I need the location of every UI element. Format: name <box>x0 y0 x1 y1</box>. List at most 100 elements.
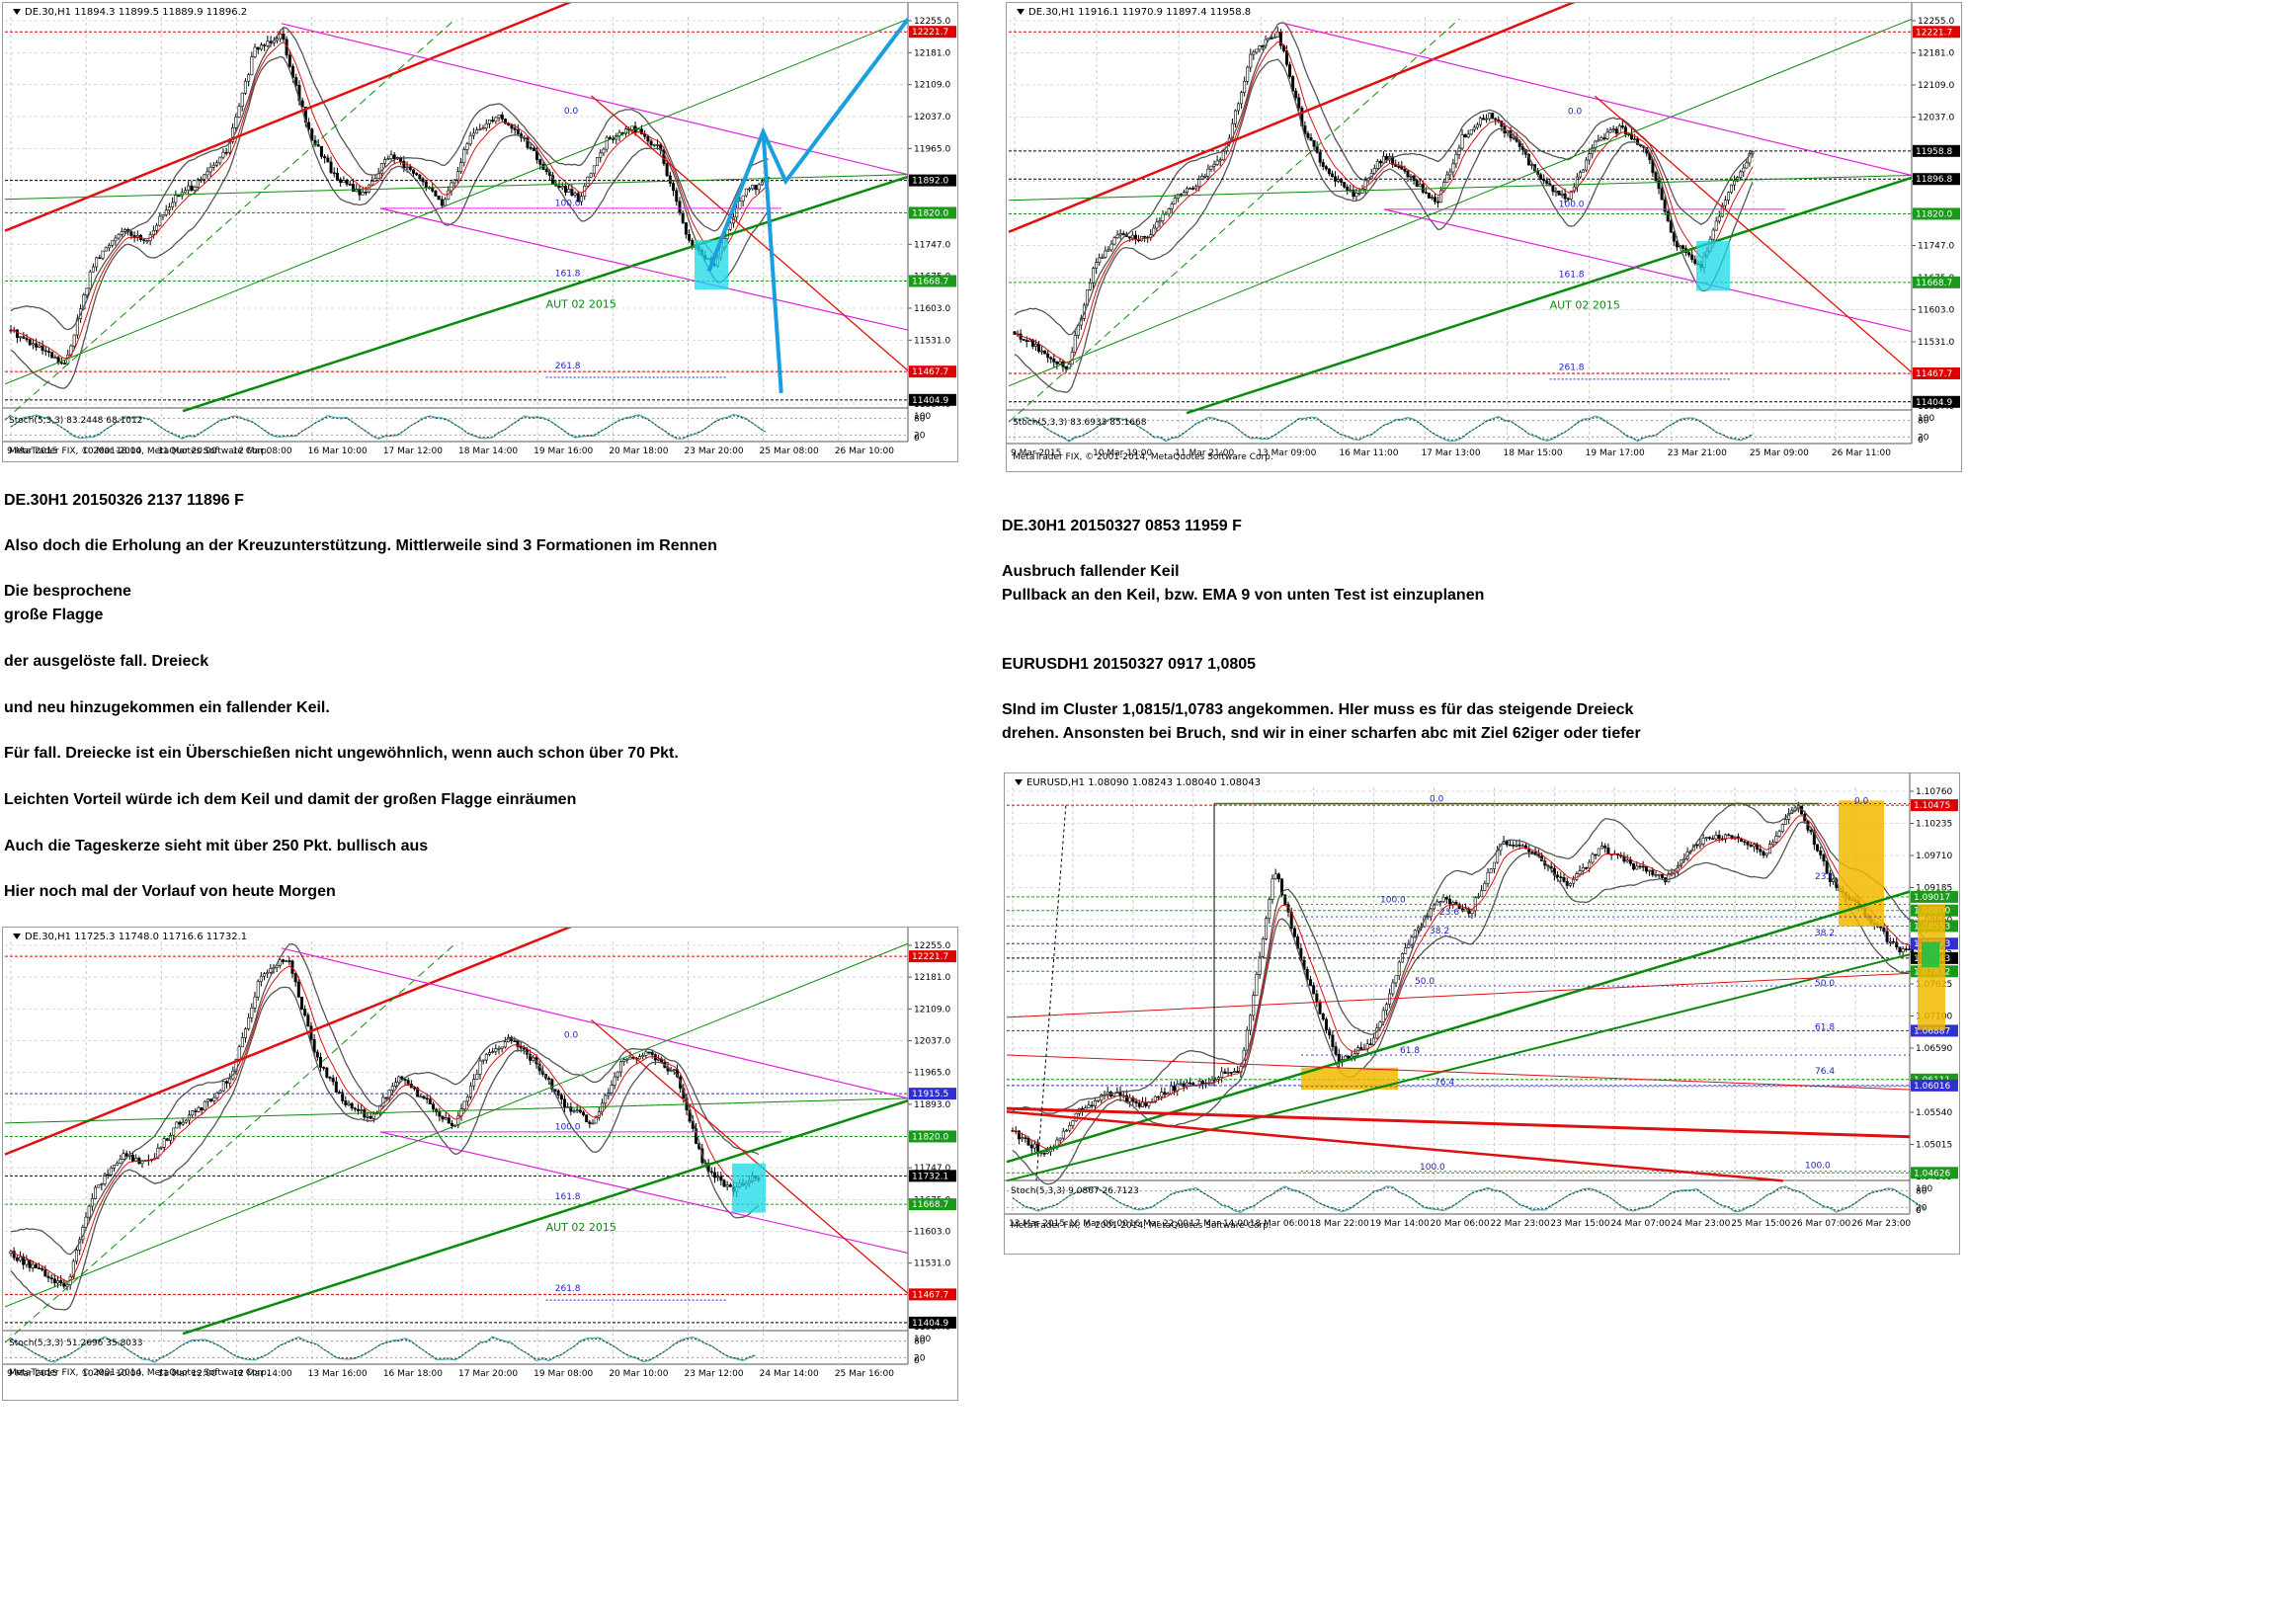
level-value: 12221.7 <box>912 952 948 962</box>
candle-body <box>1759 849 1763 853</box>
candle-body <box>487 1052 491 1055</box>
level-marker <box>909 1198 956 1211</box>
candle-body <box>688 233 692 241</box>
candle-body <box>366 1115 369 1118</box>
candle-body <box>294 77 298 86</box>
fib-label: 76.4 <box>1435 1078 1454 1088</box>
right-line-2: Pullback an den Keil, bzw. EMA 9 von unt… <box>1002 587 1485 604</box>
fib-label: 161.8 <box>555 1192 581 1202</box>
candle-body <box>1346 186 1350 192</box>
time-label: 16 Mar 18:00 <box>383 1369 443 1379</box>
candle-body <box>1064 365 1068 369</box>
candle-body <box>675 190 679 203</box>
candle-body <box>586 176 590 187</box>
candle-body <box>318 1056 322 1068</box>
candle-body <box>87 1205 91 1218</box>
candle-body <box>553 1089 557 1092</box>
candle-body <box>279 33 283 40</box>
candle-body <box>296 981 300 998</box>
level-value: 11820.0 <box>1916 209 1952 219</box>
candle-body <box>1660 188 1664 201</box>
candle-body <box>344 1100 348 1105</box>
chart-canvas: 13 Mar 2015 16 Mar 06:00 16 Mar 22:00 17 Ma… <box>1005 773 1958 1229</box>
candle-body <box>519 1046 523 1049</box>
candle-body <box>1464 908 1468 912</box>
candle-body <box>1777 831 1781 837</box>
chart-de30-2[interactable]: DE.30,H1 11916.1 11970.9 11897.4 11958.8… <box>1006 2 1962 472</box>
level-marker <box>1911 890 1958 903</box>
candle-body <box>75 1250 79 1262</box>
candle-body <box>1194 186 1198 190</box>
candle-body <box>1173 198 1177 204</box>
level-marker <box>909 365 956 378</box>
level-value: 11820.0 <box>912 1132 948 1142</box>
candle-body <box>1337 179 1341 182</box>
candle-body <box>1276 873 1280 880</box>
candle-body <box>1882 927 1886 933</box>
candle-body <box>1879 926 1883 929</box>
candle-body <box>503 119 507 124</box>
price-label: 12037.0 <box>914 113 950 122</box>
candle-body <box>1375 160 1379 169</box>
candle-body <box>122 1153 125 1160</box>
candle-body <box>1726 192 1730 201</box>
time-label: 10 Mar 18:00 <box>82 447 141 456</box>
candle-body <box>1470 910 1474 914</box>
candle-body <box>1515 844 1518 847</box>
candle-body <box>259 44 263 50</box>
candle-body <box>411 169 415 174</box>
candle-body <box>309 1025 313 1040</box>
candle-body <box>293 973 297 983</box>
candle-body <box>358 188 362 196</box>
candle-body <box>256 46 260 50</box>
candle-body <box>1285 50 1289 65</box>
time-label: 18 Mar 22:00 <box>1310 1219 1369 1229</box>
chart-canvas: 9 Mar 2015 10 Mar 10:00 11 Mar 12:00 12 Mar… <box>3 928 956 1379</box>
candle-body <box>228 1078 232 1084</box>
candle-body <box>1898 946 1902 953</box>
candle-body <box>1412 175 1416 181</box>
chart-de30-3[interactable]: DE.30,H1 11725.3 11748.0 11716.6 11732.1… <box>2 927 958 1401</box>
candle-body <box>1480 890 1484 897</box>
time-label: 19 Mar 16:00 <box>533 447 593 456</box>
candle-body <box>351 184 355 193</box>
candle-body <box>1816 844 1820 852</box>
candle-body <box>620 131 624 134</box>
candle-body <box>1032 1143 1036 1149</box>
highlight-box-cyan <box>732 1163 766 1213</box>
candle-body <box>1185 188 1189 194</box>
candle-body <box>1701 838 1705 845</box>
level-value: 11467.7 <box>1916 369 1952 379</box>
level-value: 11668.7 <box>912 277 948 286</box>
candle-body <box>1327 168 1331 175</box>
level-value: 1.06016 <box>1914 1082 1950 1092</box>
candle-body <box>637 1056 641 1060</box>
candle-body <box>100 1183 104 1185</box>
time-label: 16 Mar 06:00 <box>1069 1219 1128 1229</box>
stoch-level-label: 20 <box>1916 1203 1927 1213</box>
candle-body <box>53 357 57 360</box>
candle-body <box>1073 335 1077 353</box>
time-label: 26 Mar 07:00 <box>1791 1219 1850 1229</box>
level-marker <box>909 174 956 187</box>
candle-body <box>316 144 320 147</box>
candle-body <box>1628 859 1632 864</box>
price-label: 11531.0 <box>914 1259 950 1269</box>
channel-line-green-dashed <box>4 942 456 1343</box>
fib-label: 100.0 <box>1559 201 1585 210</box>
candle-body <box>1625 859 1629 862</box>
chart-de30-1[interactable]: DE.30,H1 11894.3 11899.5 11889.9 11896.2… <box>2 2 958 462</box>
chart-eurusd[interactable]: EURUSD,H1 1.08090 1.08243 1.08040 1.0804… <box>1004 772 1960 1255</box>
candle-body <box>500 1046 504 1049</box>
candle-body <box>328 1077 332 1079</box>
stoch-level-label: 100 <box>914 412 931 422</box>
candle-body <box>1752 844 1756 848</box>
candle-body <box>1209 165 1213 170</box>
time-label: 10 Mar 10:00 <box>82 1369 141 1379</box>
candle-body <box>500 114 504 120</box>
level-value: 11892.0 <box>912 177 948 187</box>
candle-body <box>364 192 368 194</box>
candle-body <box>1448 171 1452 176</box>
candle-body <box>1559 876 1563 878</box>
candle-body <box>668 175 672 184</box>
